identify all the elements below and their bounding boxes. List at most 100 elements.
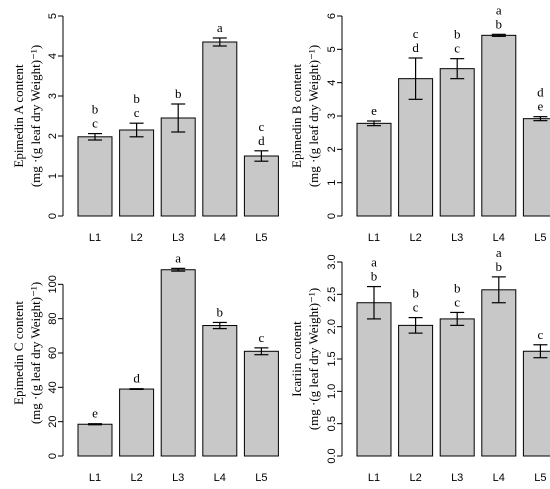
y-tick-label: 20 (47, 416, 59, 428)
bar (439, 68, 475, 217)
y-axis-label: (mg ·(g leaf dry Weight)⁻¹) (306, 288, 321, 430)
x-tick-label: L3 (451, 232, 463, 244)
y-axis-label: Icariin content (289, 321, 304, 397)
y-tick-label: 2.0 (326, 319, 338, 334)
significance-letter: d (412, 40, 419, 55)
y-tick-label: 3 (47, 93, 59, 99)
y-tick-label: 3 (326, 113, 338, 119)
y-axis-label: Epimedin C content (11, 301, 26, 405)
bar (77, 136, 113, 217)
y-tick-label: 1.5 (326, 351, 338, 366)
significance-letter: d (133, 371, 140, 386)
bar (481, 289, 517, 457)
significance-letter: e (92, 406, 98, 421)
significance-letter: c (259, 119, 265, 134)
bar (439, 318, 475, 457)
significance-letter: b (217, 304, 224, 319)
y-tick-label: 2.5 (326, 287, 338, 302)
significance-letter: a (496, 245, 502, 260)
y-tick-label: 4 (47, 53, 59, 59)
x-tick-label: L3 (172, 472, 184, 484)
y-axis-label: (mg ·(g leaf dry Weight)⁻¹) (28, 45, 43, 187)
x-tick-label: L4 (493, 232, 505, 244)
x-tick-label: L5 (255, 472, 267, 484)
x-tick-label: L1 (89, 232, 101, 244)
significance-letter: c (413, 300, 419, 315)
y-tick-label: 4 (326, 80, 338, 86)
y-tick-label: 0.5 (326, 416, 338, 431)
bar (356, 122, 392, 217)
significance-letter: d (258, 133, 265, 148)
y-tick-label: 0 (326, 213, 338, 219)
bar (160, 269, 196, 457)
significance-letter: d (537, 85, 544, 100)
significance-letter: b (133, 91, 140, 106)
y-axis-label: Epimedin B content (289, 64, 304, 168)
y-axis-label: (mg ·(g leaf dry Weight)⁻¹) (28, 282, 43, 424)
significance-letter: c (134, 105, 140, 120)
bar (522, 118, 550, 217)
bar (522, 350, 550, 457)
significance-letter: a (175, 250, 181, 265)
significance-letter: e (371, 103, 377, 118)
x-tick-label: L5 (534, 472, 546, 484)
x-tick-label: L3 (451, 472, 463, 484)
significance-letter: a (496, 2, 502, 17)
significance-letter: c (413, 26, 419, 41)
significance-letter: b (371, 269, 378, 284)
y-tick-label: 5 (47, 13, 59, 19)
x-tick-label: L4 (214, 232, 226, 244)
significance-letter: c (259, 330, 265, 345)
bar (202, 41, 238, 217)
significance-letter: b (175, 86, 182, 101)
y-axis-label: (mg ·(g leaf dry Weight)⁻¹) (306, 45, 321, 187)
significance-letter: a (217, 20, 223, 35)
bar (119, 388, 155, 457)
x-tick-label: L2 (409, 232, 421, 244)
x-tick-label: L1 (368, 472, 380, 484)
bar (398, 324, 434, 457)
x-tick-label: L5 (255, 232, 267, 244)
y-tick-label: 0 (47, 213, 59, 219)
bar (481, 34, 517, 217)
y-tick-label: 5 (326, 46, 338, 52)
significance-letter: a (371, 255, 377, 270)
y-tick-label: 2 (326, 146, 338, 152)
significance-letter: c (92, 116, 98, 131)
bar (119, 129, 155, 217)
bar (356, 302, 392, 457)
bar (243, 155, 279, 217)
significance-letter: b (454, 280, 461, 295)
significance-letter: c (454, 294, 460, 309)
y-tick-label: 100 (47, 275, 59, 293)
y-tick-label: 3.0 (326, 254, 338, 269)
x-tick-label: L1 (89, 472, 101, 484)
bar (77, 423, 113, 457)
significance-letter: c (454, 41, 460, 56)
y-tick-label: 6 (326, 13, 338, 19)
y-axis-label: Epimedin A content (11, 64, 26, 168)
x-tick-label: L5 (534, 232, 546, 244)
y-tick-label: 1 (326, 180, 338, 186)
significance-letter: b (454, 27, 461, 42)
significance-letter: b (496, 16, 503, 31)
bar (202, 325, 238, 457)
bar (160, 117, 196, 217)
bar (398, 78, 434, 217)
bar (243, 350, 279, 457)
x-tick-label: L2 (130, 232, 142, 244)
y-tick-label: 1 (47, 173, 59, 179)
y-tick-label: 1.0 (326, 384, 338, 399)
significance-letter: b (412, 286, 419, 301)
y-tick-label: 80 (47, 313, 59, 325)
significance-letter: b (92, 102, 99, 117)
significance-letter: b (496, 259, 503, 274)
y-tick-label: 2 (47, 133, 59, 139)
x-tick-label: L2 (409, 472, 421, 484)
x-tick-label: L4 (493, 472, 505, 484)
y-tick-label: 0 (47, 453, 59, 459)
x-tick-label: L3 (172, 232, 184, 244)
x-tick-label: L2 (130, 472, 142, 484)
significance-letter: c (538, 327, 544, 342)
